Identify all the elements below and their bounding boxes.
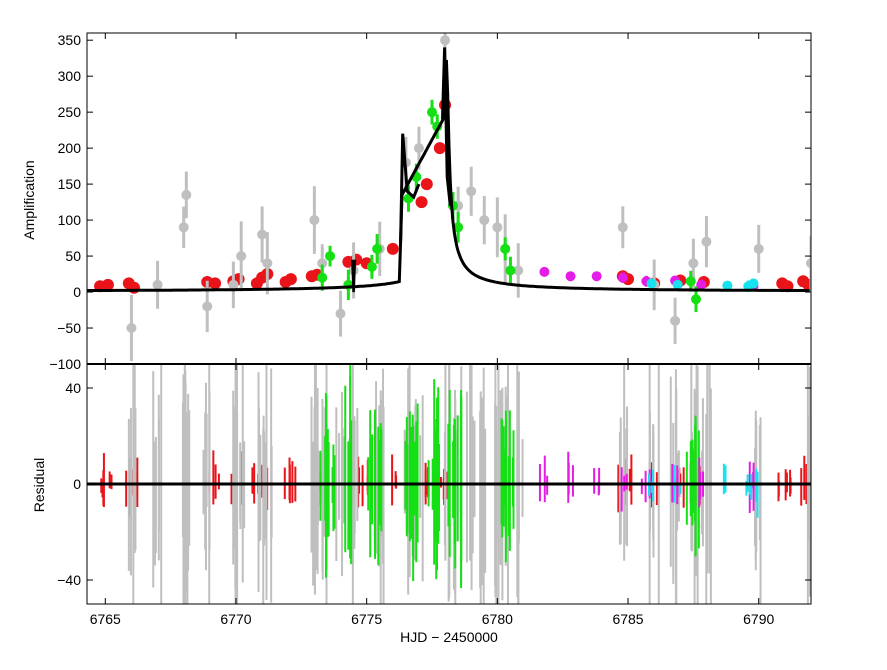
gray-point [513, 265, 524, 276]
green-point [685, 276, 696, 287]
x-tick-label: 6780 [482, 611, 513, 627]
red-point [415, 196, 428, 209]
caustic-entry [399, 133, 421, 242]
gray-point [753, 243, 764, 254]
gray-point [228, 279, 239, 290]
gray-point [236, 251, 247, 262]
gray-point [440, 35, 451, 46]
gray-point [126, 323, 137, 334]
y-tick-label-top: 150 [58, 176, 82, 192]
gray-point [466, 186, 477, 197]
green-point [690, 294, 701, 305]
gray-point [317, 258, 328, 269]
gray-point [617, 222, 628, 233]
red-point [101, 278, 114, 291]
y-axis-label-bottom: Residual [31, 458, 47, 512]
magenta-point [539, 266, 550, 277]
magenta-point [565, 271, 576, 282]
green-point [505, 265, 516, 276]
red-point [433, 142, 446, 155]
x-tick-label: 6770 [220, 611, 251, 627]
y-tick-label-bottom: −40 [57, 572, 81, 588]
gray-point [688, 258, 699, 269]
cyan-point [722, 280, 733, 291]
green-point [500, 243, 511, 254]
axes: −100 −50 0 50 100 150 200 250 300 350 −40 0 40 6765 67… [49, 32, 812, 627]
magenta-point [696, 279, 707, 290]
green-point [366, 261, 377, 272]
gray-point [670, 315, 681, 326]
x-tick-label: 6765 [90, 611, 121, 627]
green-point [325, 251, 336, 262]
y-tick-label-top: 100 [58, 212, 82, 228]
bottom-panel-data [87, 364, 811, 604]
y-tick-label-top: 300 [58, 68, 82, 84]
gray-point [152, 279, 163, 290]
x-tick-label: 6785 [612, 611, 643, 627]
red-point [386, 242, 399, 255]
model-dip [351, 259, 357, 293]
green-point [427, 107, 438, 118]
gray-point [335, 308, 346, 319]
gray-point [413, 143, 424, 154]
y-tick-label-top: −50 [57, 320, 81, 336]
red-point [802, 278, 811, 291]
red-point [284, 273, 297, 286]
caustic-peak [441, 47, 452, 206]
green-point [453, 222, 464, 233]
y-axis-label-top: Amplification [21, 160, 37, 239]
magenta-point [591, 271, 602, 282]
model-curve [87, 59, 810, 293]
y-tick-label-bottom: 0 [73, 476, 81, 492]
y-tick-label-top: 50 [65, 248, 81, 264]
green-point [317, 272, 328, 283]
x-tick-label: 6790 [743, 611, 774, 627]
gray-point [181, 189, 192, 200]
gray-point [202, 301, 213, 312]
y-tick-label-top: 200 [58, 140, 82, 156]
gray-point [257, 229, 268, 240]
red-point [420, 178, 433, 191]
top-panel-data [87, 33, 811, 362]
y-tick-label-bottom: 40 [65, 380, 81, 396]
x-axis-label: HJD − 2450000 [400, 629, 498, 645]
cyan-point [646, 278, 657, 289]
x-tick-label: 6775 [351, 611, 382, 627]
cyan-point [672, 279, 683, 290]
y-tick-label-top: −100 [49, 356, 81, 372]
green-point [372, 243, 383, 254]
gray-point [479, 215, 490, 226]
gray-point [178, 222, 189, 233]
y-tick-label-top: 0 [73, 284, 81, 300]
gray-point [262, 258, 273, 269]
cyan-point [748, 278, 759, 289]
gray-point [492, 222, 503, 233]
gray-point [701, 236, 712, 247]
gray-point [309, 215, 320, 226]
y-tick-label-top: 250 [58, 104, 82, 120]
red-point [209, 277, 222, 290]
magenta-point [617, 272, 628, 283]
red-point [128, 281, 141, 294]
y-tick-label-top: 350 [58, 32, 82, 48]
gray-point [806, 258, 811, 269]
